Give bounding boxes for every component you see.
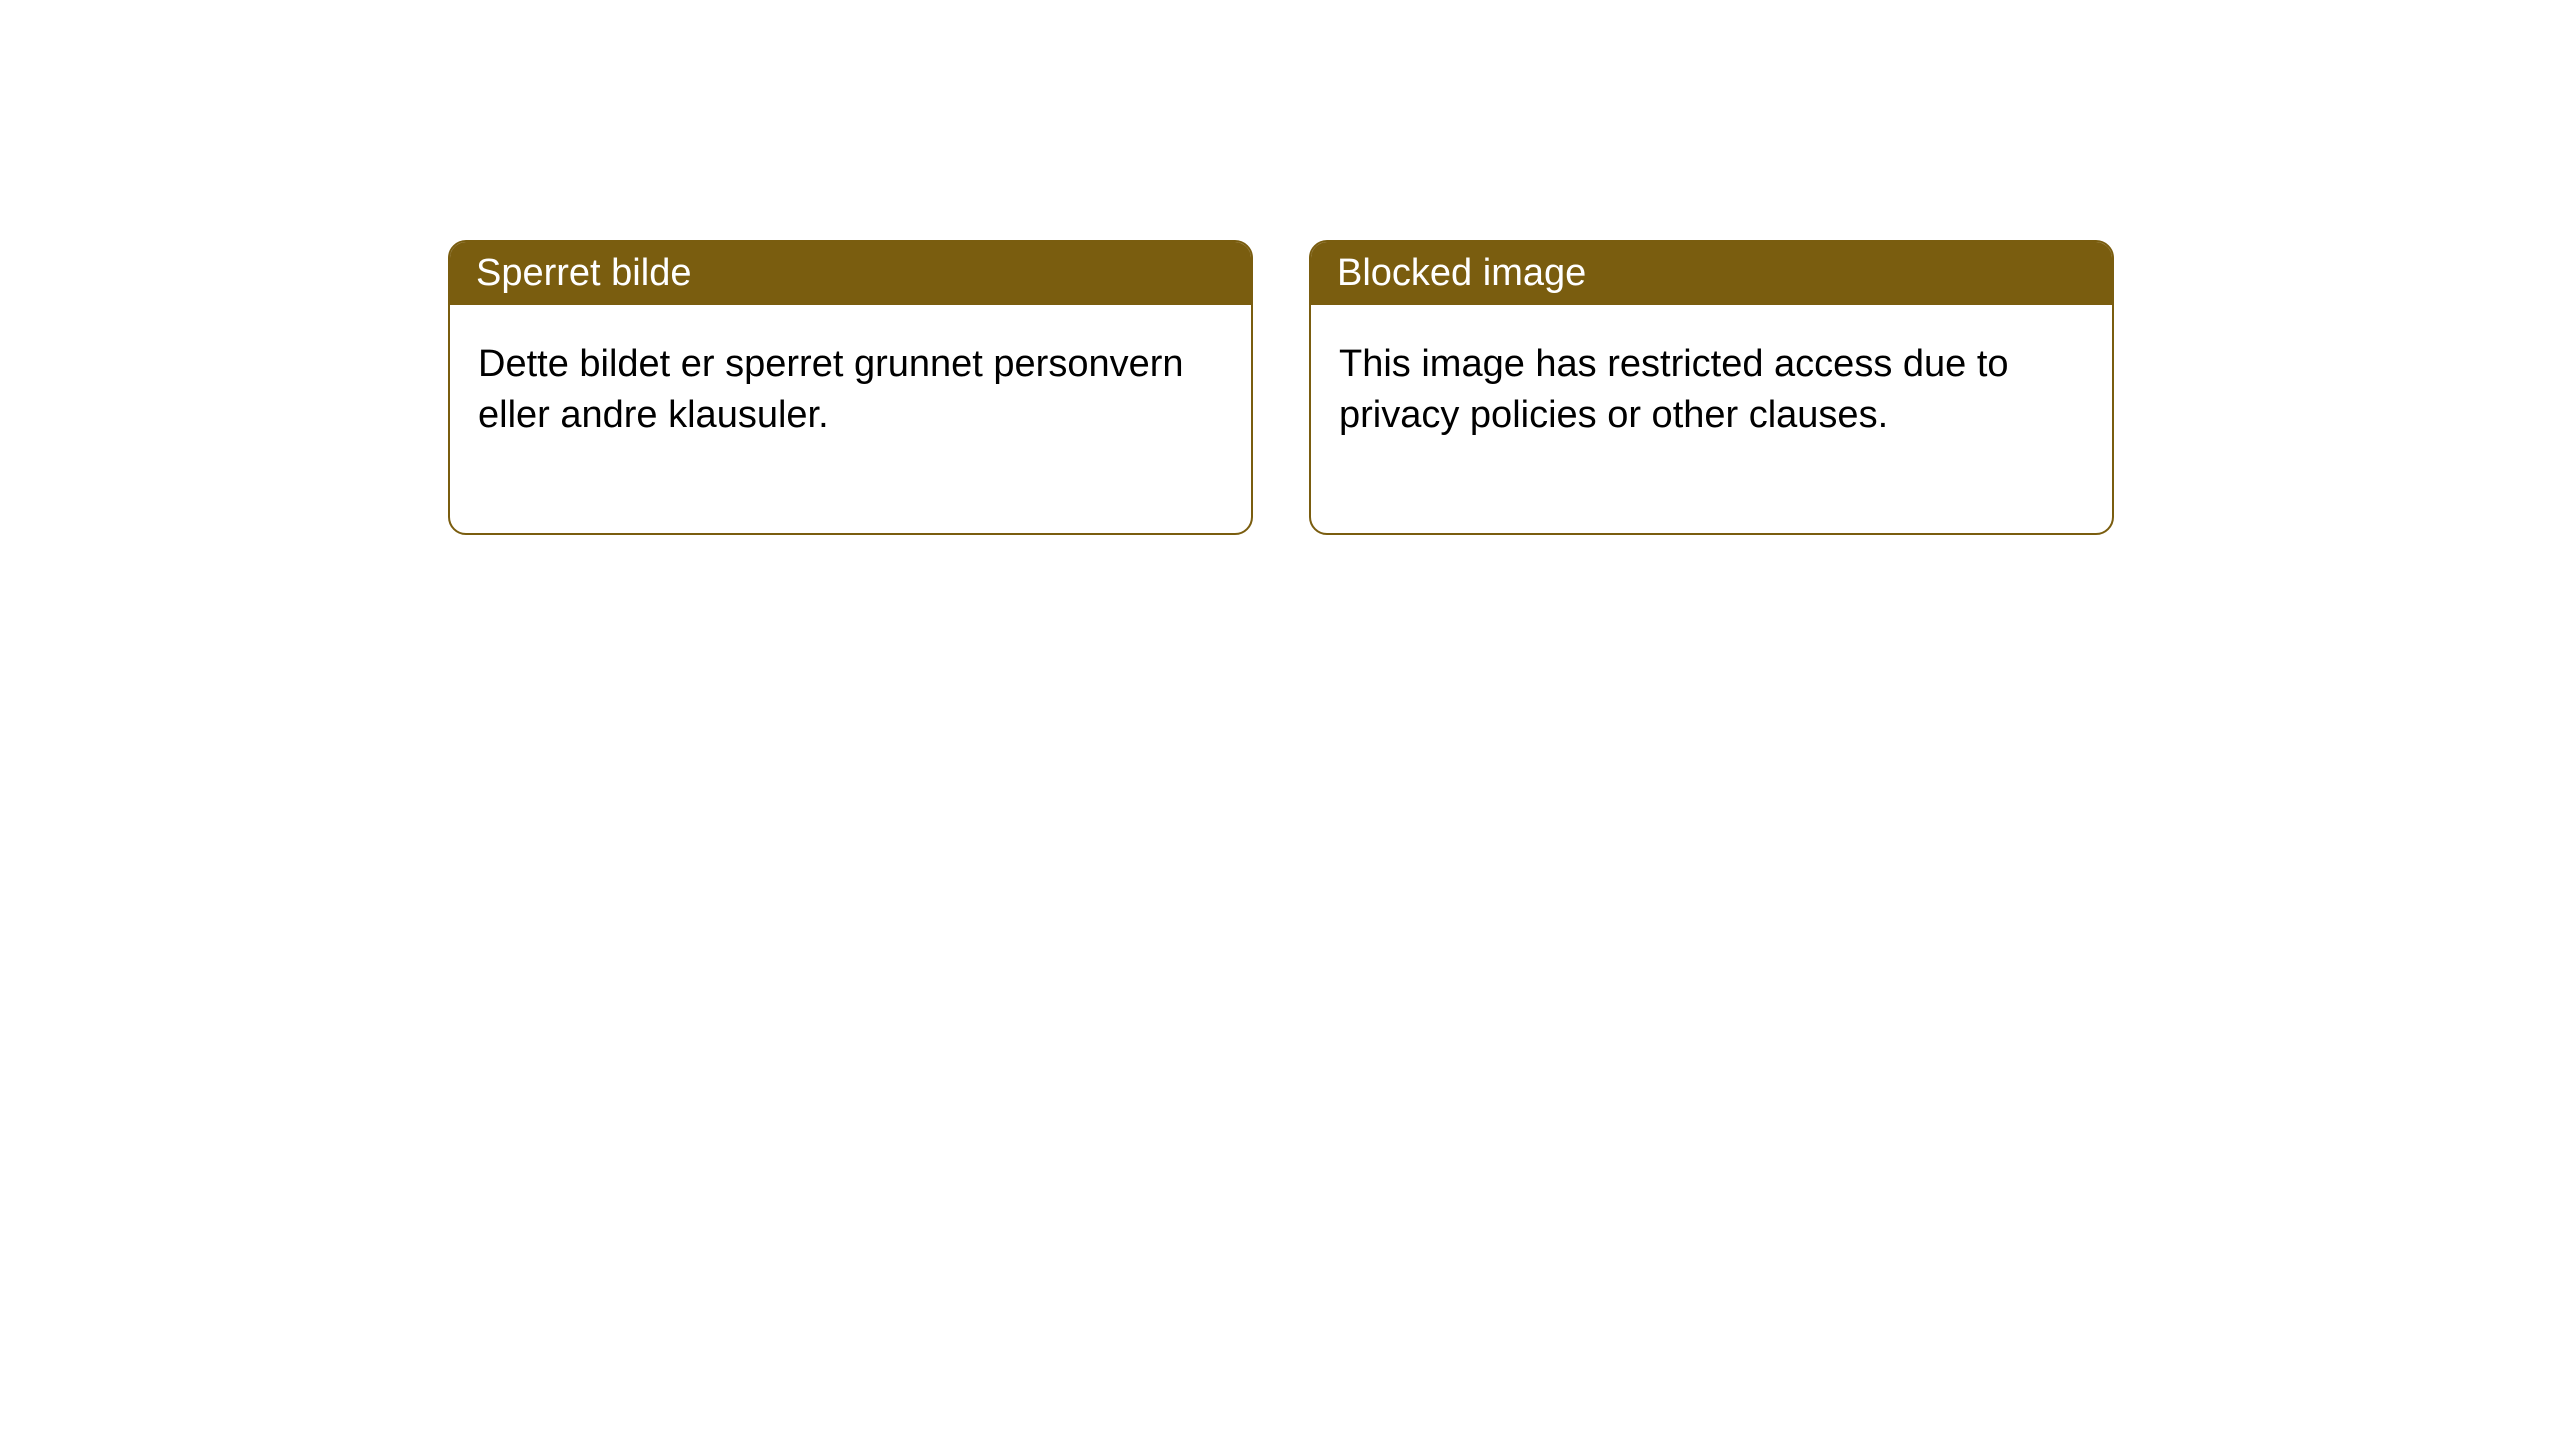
notice-card-title: Sperret bilde [450, 242, 1251, 305]
notice-container: Sperret bilde Dette bildet er sperret gr… [0, 0, 2560, 535]
notice-card-no: Sperret bilde Dette bildet er sperret gr… [448, 240, 1253, 535]
notice-card-body: Dette bildet er sperret grunnet personve… [450, 305, 1251, 533]
notice-card-title: Blocked image [1311, 242, 2112, 305]
notice-card-body: This image has restricted access due to … [1311, 305, 2112, 533]
notice-card-en: Blocked image This image has restricted … [1309, 240, 2114, 535]
